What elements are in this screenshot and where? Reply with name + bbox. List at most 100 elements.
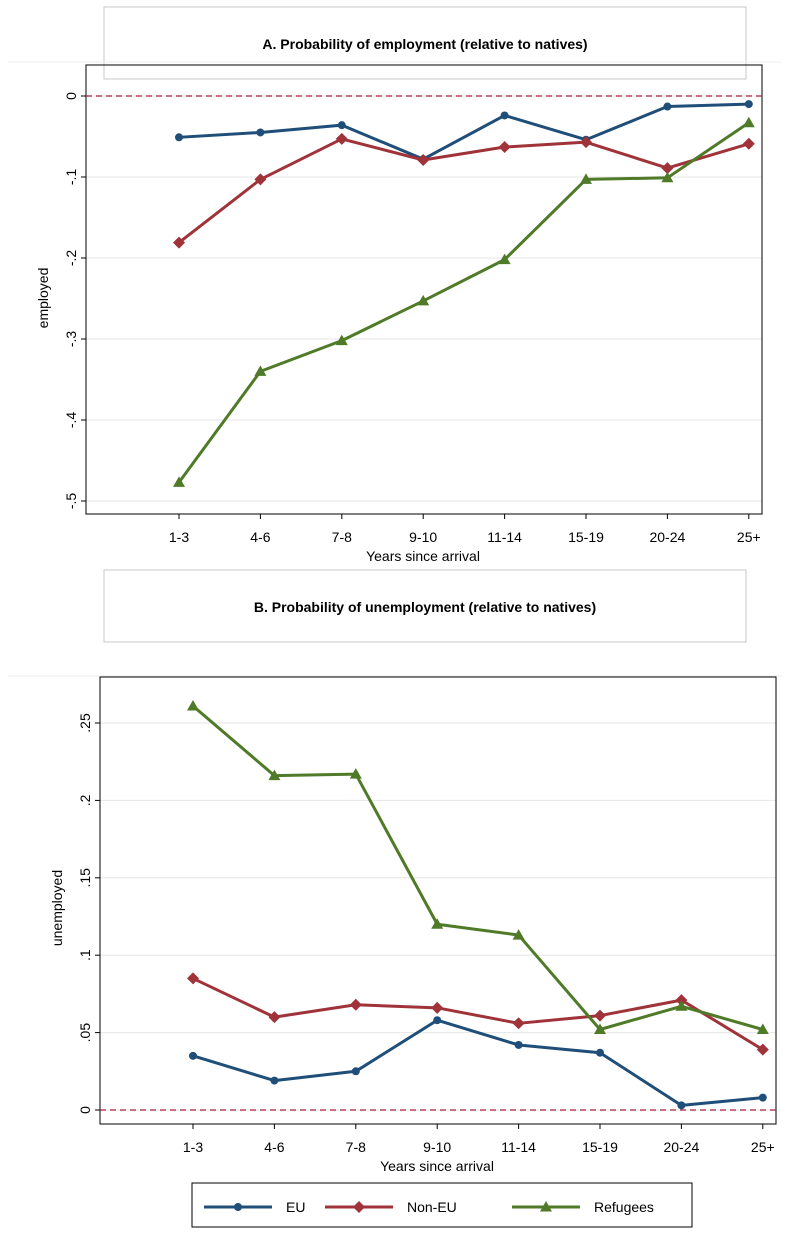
data-point-eu	[175, 133, 183, 142]
data-point-refugees	[431, 918, 444, 929]
x-tick-label: 4-6	[264, 1139, 284, 1155]
plot-area	[99, 676, 777, 1125]
y-tick-label: -.4	[63, 412, 79, 429]
data-point-eu	[500, 111, 509, 120]
series-line-non_eu	[192, 977, 764, 1051]
data-point-eu	[663, 102, 672, 111]
data-point-non_eu	[512, 1017, 525, 1030]
x-tick-label: 25+	[751, 1139, 775, 1155]
data-point-non_eu	[417, 153, 430, 166]
x-tick-label: 20-24	[663, 1139, 699, 1155]
data-point-refugees	[349, 768, 362, 779]
y-tick-label: -.3	[63, 331, 79, 348]
legend-entry-refugees: Refugees	[512, 1199, 654, 1215]
series-line-refugees	[192, 704, 764, 1032]
y-tick-label: .05	[77, 1023, 93, 1043]
data-point-non_eu	[756, 1043, 769, 1056]
data-point-eu	[514, 1040, 523, 1049]
data-point-non_eu	[254, 173, 267, 186]
y-tick-label: -.2	[63, 250, 79, 267]
legend-marker-eu	[234, 1203, 242, 1211]
data-point-non_eu	[742, 137, 755, 150]
x-tick-label: 15-19	[582, 1139, 618, 1155]
panel-title: B. Probability of unemployment (relative…	[254, 599, 596, 615]
y-tick-label: .2	[77, 794, 93, 806]
y-tick-label: .15	[77, 868, 93, 888]
data-point-refugees	[756, 1023, 769, 1035]
x-tick-label: 20-24	[649, 529, 685, 545]
y-tick-label: .25	[77, 713, 93, 733]
y-tick-label: -.1	[63, 169, 79, 186]
series-line-eu	[178, 102, 749, 161]
legend-label: EU	[286, 1199, 305, 1215]
data-point-refugees	[187, 699, 199, 711]
y-tick-label: .1	[77, 949, 93, 961]
data-point-refugees	[580, 173, 592, 184]
x-tick-label: 11-14	[487, 529, 522, 545]
y-tick-label: -.5	[63, 493, 79, 510]
x-tick-label: 15-19	[568, 529, 604, 545]
data-point-refugees	[498, 253, 511, 265]
data-point-refugees	[661, 171, 674, 183]
y-axis-label: unemployed	[49, 870, 65, 946]
data-point-non_eu	[675, 994, 688, 1007]
data-point-eu	[758, 1093, 767, 1102]
legend: EU Non-EU Refugees	[191, 1182, 693, 1228]
data-point-eu	[337, 121, 346, 130]
legend-entry-non_eu: Non-EU	[325, 1199, 457, 1215]
panel-title-box	[103, 6, 747, 80]
x-axis-label: Years since arrival	[380, 1158, 494, 1174]
y-axis-label: employed	[35, 268, 51, 329]
data-point-eu	[189, 1051, 197, 1060]
series-line-eu	[192, 1018, 763, 1107]
x-tick-label: 7-8	[346, 1139, 366, 1155]
panel-unemployment: B. Probability of unemployment (relative…	[8, 569, 782, 1174]
data-point-eu	[596, 1048, 604, 1057]
data-point-refugees	[675, 1000, 688, 1011]
legend-label: Non-EU	[407, 1199, 457, 1215]
data-point-refugees	[594, 1023, 606, 1035]
x-tick-label: 7-8	[332, 529, 352, 545]
data-point-refugees	[335, 334, 348, 346]
panel-title-box	[103, 569, 747, 643]
data-point-non_eu	[187, 972, 199, 985]
x-axis-label: Years since arrival	[366, 548, 480, 564]
data-point-non_eu	[594, 1009, 606, 1022]
data-point-eu	[351, 1067, 360, 1076]
data-point-refugees	[173, 476, 185, 487]
data-point-refugees	[268, 769, 281, 781]
y-tick-label: 0	[77, 1106, 93, 1114]
data-point-non_eu	[498, 141, 511, 154]
series-line-refugees	[177, 121, 750, 484]
x-tick-label: 1-3	[183, 1139, 203, 1155]
x-tick-label: 1-3	[169, 529, 189, 545]
legend-marker-non_eu	[353, 1201, 365, 1213]
data-point-non_eu	[431, 1001, 444, 1014]
x-tick-label: 4-6	[250, 529, 270, 545]
data-point-refugees	[742, 116, 755, 128]
legend-box	[191, 1182, 693, 1228]
data-point-non_eu	[661, 162, 674, 175]
data-point-non_eu	[173, 236, 185, 249]
data-point-eu	[677, 1101, 686, 1110]
panel-title: A. Probability of employment (relative t…	[262, 36, 587, 52]
x-tick-label: 25+	[737, 529, 761, 545]
data-point-refugees	[417, 294, 430, 306]
data-point-non_eu	[335, 132, 348, 145]
x-tick-label: 9-10	[409, 529, 437, 545]
data-point-eu	[256, 128, 265, 137]
data-point-refugees	[512, 929, 525, 940]
legend-label: Refugees	[594, 1199, 654, 1215]
data-point-eu	[433, 1016, 442, 1025]
data-point-non_eu	[580, 136, 592, 149]
panel-employment: A. Probability of employment (relative t…	[8, 6, 782, 564]
data-point-non_eu	[268, 1011, 281, 1024]
data-point-eu	[744, 100, 753, 109]
x-tick-label: 9-10	[423, 1139, 451, 1155]
legend-marker-refugees	[540, 1201, 552, 1212]
series-line-non_eu	[178, 137, 750, 244]
x-tick-label: 11-14	[501, 1139, 536, 1155]
data-point-eu	[270, 1076, 279, 1085]
data-point-non_eu	[349, 998, 362, 1011]
